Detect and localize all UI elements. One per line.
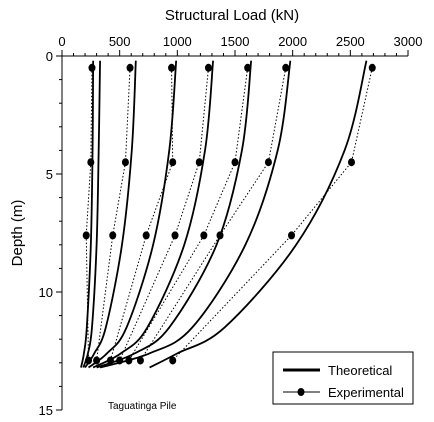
experimental-point bbox=[85, 356, 93, 365]
theoretical-curve-1 bbox=[80, 60, 95, 368]
experimental-point bbox=[82, 231, 90, 240]
experimental-point bbox=[169, 356, 177, 365]
experimental-point bbox=[231, 158, 239, 167]
y-axis-ticks: 0 5 10 15 bbox=[39, 49, 62, 418]
legend: Theoretical Experimental bbox=[272, 351, 414, 405]
y-axis-title: Depth (m) bbox=[9, 200, 26, 267]
experimental-point bbox=[116, 356, 124, 365]
experimental-curve-3 bbox=[109, 67, 174, 361]
pile-annotation: Taguatinga Pile bbox=[108, 401, 177, 412]
experimental-point bbox=[171, 231, 179, 240]
x-tick-label: 0 bbox=[58, 34, 65, 49]
x-axis-ticks: 0 500 1000 1500 2000 2500 3000 bbox=[58, 34, 422, 56]
x-tick-label: 3000 bbox=[394, 34, 423, 49]
y-tick-label: 5 bbox=[46, 167, 53, 182]
theoretical-curve-2 bbox=[82, 60, 101, 368]
y-tick-label: 0 bbox=[46, 49, 53, 64]
experimental-point bbox=[106, 356, 114, 365]
legend-box bbox=[272, 351, 414, 405]
x-tick-label: 2500 bbox=[336, 34, 365, 49]
y-tick-label: 15 bbox=[39, 403, 53, 418]
experimental-curve-7 bbox=[172, 67, 373, 361]
experimental-point bbox=[136, 356, 144, 365]
experimental-point bbox=[126, 63, 134, 72]
theoretical-curve-7 bbox=[99, 60, 292, 369]
theoretical-curve-3 bbox=[84, 60, 137, 369]
experimental-curve-2 bbox=[96, 67, 131, 361]
experimental-point bbox=[169, 158, 177, 167]
theoretical-curve-5 bbox=[92, 60, 214, 369]
experimental-curve-4 bbox=[119, 67, 209, 361]
experimental-point bbox=[244, 63, 252, 72]
x-tick-label: 2000 bbox=[278, 34, 307, 49]
legend-experimental-label: Experimental bbox=[328, 385, 404, 400]
y-tick-label: 10 bbox=[39, 285, 53, 300]
experimental-point bbox=[109, 231, 117, 240]
theoretical-curves bbox=[80, 60, 368, 369]
experimental-point bbox=[264, 158, 272, 167]
experimental-curve-5 bbox=[128, 67, 249, 361]
theoretical-curve-4 bbox=[87, 60, 178, 369]
experimental-point bbox=[93, 356, 101, 365]
experimental-point bbox=[87, 158, 95, 167]
experimental-point bbox=[347, 158, 355, 167]
legend-experimental-marker bbox=[297, 388, 305, 396]
experimental-point bbox=[200, 231, 208, 240]
experimental-curves bbox=[82, 63, 376, 365]
theoretical-curve-8 bbox=[149, 60, 368, 369]
theoretical-curve-6 bbox=[96, 60, 253, 369]
legend-theoretical-label: Theoretical bbox=[328, 363, 392, 378]
experimental-point bbox=[88, 63, 96, 72]
experimental-point bbox=[125, 356, 133, 365]
experimental-point bbox=[288, 231, 296, 240]
x-tick-label: 500 bbox=[109, 34, 131, 49]
experimental-point bbox=[216, 231, 224, 240]
experimental-point bbox=[368, 63, 376, 72]
x-axis-title: Structural Load (kN) bbox=[165, 7, 299, 24]
experimental-point bbox=[195, 158, 203, 167]
x-tick-label: 1000 bbox=[163, 34, 192, 49]
experimental-point bbox=[168, 63, 176, 72]
experimental-point bbox=[204, 63, 212, 72]
experimental-point bbox=[142, 231, 150, 240]
x-tick-label: 1500 bbox=[221, 34, 250, 49]
experimental-point bbox=[282, 63, 290, 72]
experimental-point bbox=[121, 158, 129, 167]
